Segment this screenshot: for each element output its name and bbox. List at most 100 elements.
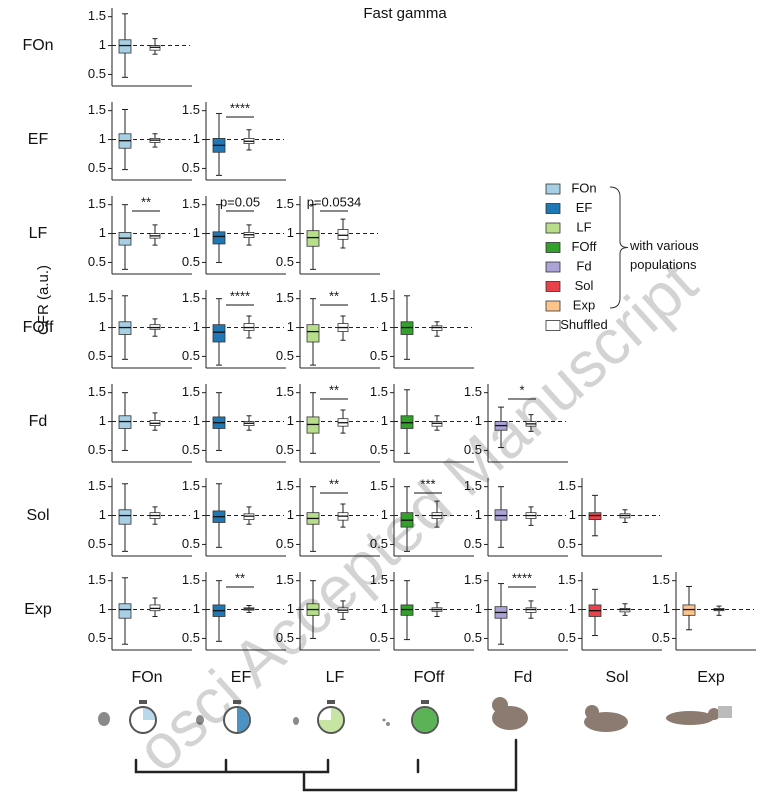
panel: 0.5 1 1.5 ** <box>276 382 380 463</box>
legend-swatch <box>545 261 561 273</box>
y-tick-label: 1.5 <box>182 384 200 399</box>
y-tick-label: 0.5 <box>370 348 388 363</box>
row-label: Exp <box>24 601 52 618</box>
stopwatch-fill <box>143 708 155 720</box>
panel: 0.5 1 1.5 **** <box>464 570 568 651</box>
stopwatch-knob <box>327 700 335 704</box>
y-tick-label: 1.5 <box>276 572 294 587</box>
y-tick-label: 1.5 <box>276 290 294 305</box>
y-tick-label: 1.5 <box>88 478 106 493</box>
y-tick-label: 1 <box>475 601 482 616</box>
y-tick-label: 0.5 <box>88 630 106 645</box>
box <box>212 324 226 343</box>
y-tick-label: 0.5 <box>370 630 388 645</box>
y-tick-label: 1.5 <box>182 290 200 305</box>
legend-swatch <box>545 300 561 312</box>
y-tick-label: 0.5 <box>88 348 106 363</box>
stopwatch-knob <box>233 700 241 704</box>
stopwatch-fill <box>237 708 249 732</box>
stopwatch-fill <box>319 708 343 732</box>
panel: 0.5 1 1.5 **** <box>182 288 286 369</box>
legend-swatch <box>545 320 561 331</box>
significance-label: * <box>519 382 524 397</box>
column-label: Sol <box>605 669 628 686</box>
y-tick-label: 1 <box>99 131 106 146</box>
panel: 0.5 1 1.5 <box>464 478 568 557</box>
y-tick-label: 1.5 <box>88 290 106 305</box>
y-tick-label: 1 <box>381 319 388 334</box>
legend-label: EF <box>576 200 593 215</box>
box <box>306 230 320 247</box>
panel: 0.5 1 1.5 <box>88 384 192 463</box>
legend-label: FOn <box>571 180 596 195</box>
y-tick-label: 1 <box>193 413 200 428</box>
legend-swatch <box>545 203 561 214</box>
legend-group-label: with various populations <box>630 238 699 272</box>
y-tick-label: 1.5 <box>88 102 106 117</box>
y-tick-label: 1 <box>287 319 294 334</box>
column-label: Exp <box>697 669 725 686</box>
y-tick-label: 1.5 <box>558 478 576 493</box>
panel: 0.5 1 1.5 <box>182 384 286 463</box>
y-tick-label: 1.5 <box>558 572 576 587</box>
y-tick-label: 1 <box>475 507 482 522</box>
y-tick-label: 1.5 <box>88 196 106 211</box>
row-label: Sol <box>26 507 49 524</box>
y-tick-label: 1 <box>663 601 670 616</box>
y-tick-label: 0.5 <box>182 254 200 269</box>
row-label: FOff <box>23 319 54 336</box>
y-tick-label: 1 <box>99 507 106 522</box>
box <box>306 324 320 343</box>
y-tick-label: 1 <box>569 507 576 522</box>
y-tick-label: 1 <box>193 131 200 146</box>
y-tick-label: 1.5 <box>88 572 106 587</box>
panel: 0.5 1 1.5 <box>370 290 474 369</box>
panel: 0.5 1 1.5 <box>182 478 286 557</box>
y-tick-label: 0.5 <box>276 442 294 457</box>
y-tick-label: 1.5 <box>652 572 670 587</box>
box <box>337 229 349 240</box>
legend-swatch <box>545 183 561 195</box>
chart-title: Fast gamma <box>363 5 447 22</box>
y-tick-label: 0.5 <box>88 160 106 175</box>
y-tick-label: 0.5 <box>182 630 200 645</box>
y-tick-label: 0.5 <box>88 536 106 551</box>
y-tick-label: 0.5 <box>276 348 294 363</box>
y-tick-label: 1.5 <box>276 384 294 399</box>
legend-label: Fd <box>576 258 591 273</box>
stopwatch-icon <box>223 700 251 734</box>
panel: 0.5 1 1.5 **** <box>182 100 286 181</box>
y-tick-label: 0.5 <box>464 442 482 457</box>
significance-label: ** <box>329 382 339 397</box>
y-tick-label: 1.5 <box>464 572 482 587</box>
legend-label: LF <box>576 219 591 234</box>
y-tick-label: 1.5 <box>464 384 482 399</box>
y-tick-label: 0.5 <box>558 630 576 645</box>
y-tick-label: 0.5 <box>464 536 482 551</box>
y-tick-label: 0.5 <box>88 254 106 269</box>
legend-label: Exp <box>573 297 595 312</box>
legend-swatch <box>545 222 561 234</box>
panel: 0.5 1 1.5 p=0.05 <box>182 194 286 275</box>
y-tick-label: 0.5 <box>182 348 200 363</box>
y-tick-label: 0.5 <box>182 442 200 457</box>
panel: 0.5 1 1.5 <box>558 478 662 557</box>
y-tick-label: 1 <box>99 413 106 428</box>
legend-swatch <box>545 281 561 292</box>
y-tick-label: 1 <box>99 601 106 616</box>
y-tick-label: 1.5 <box>464 478 482 493</box>
stopwatch-icon <box>317 700 345 734</box>
box <box>118 39 132 54</box>
y-tick-label: 0.5 <box>276 536 294 551</box>
significance-label: ** <box>235 570 245 585</box>
y-tick-label: 1 <box>381 507 388 522</box>
panel: 0.5 1 1.5 ** <box>276 476 380 557</box>
column-label: FOn <box>131 669 162 686</box>
legend-label: FOff <box>571 239 596 254</box>
y-tick-label: 1 <box>287 225 294 240</box>
y-tick-label: 0.5 <box>182 536 200 551</box>
significance-label: **** <box>512 570 532 585</box>
y-tick-label: 0.5 <box>464 630 482 645</box>
